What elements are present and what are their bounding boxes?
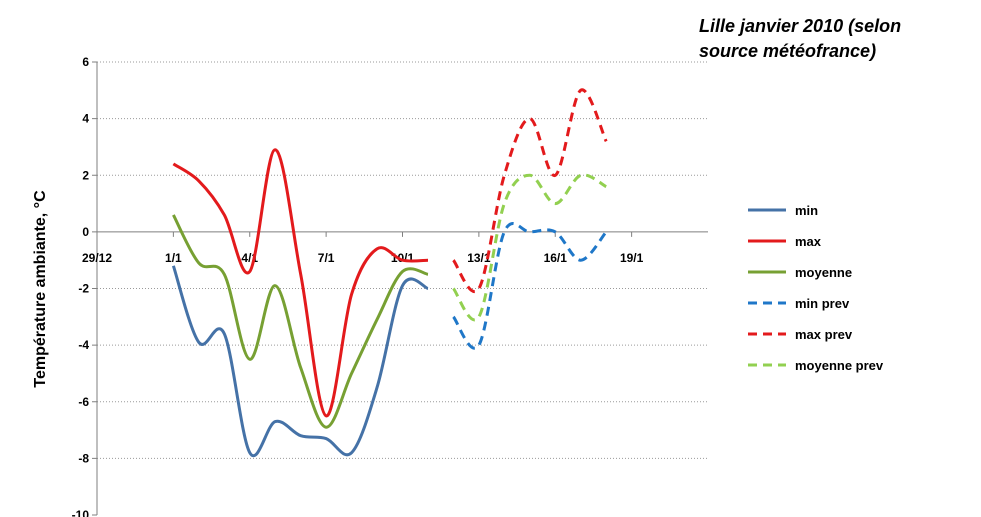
x-tick-label: 13/1	[467, 251, 491, 265]
x-tick-label: 1/1	[165, 251, 182, 265]
y-tick-label: 2	[82, 168, 89, 182]
chart-title-line-2: source météofrance)	[699, 41, 877, 61]
x-tick-label: 19/1	[620, 251, 644, 265]
legend-label-moyenne-prev: moyenne prev	[795, 358, 884, 373]
series-line-max	[172, 148, 429, 418]
y-tick-label: -4	[78, 338, 89, 352]
series-line-min-prev	[452, 222, 608, 350]
chart-title: Lille janvier 2010 (selon source météofr…	[699, 14, 969, 64]
series-line-moyenne	[172, 214, 429, 429]
series-lines	[171, 88, 608, 458]
y-tick-label: 6	[82, 55, 89, 69]
y-tick-label: 0	[82, 225, 89, 239]
x-tick-label: 29/12	[82, 251, 112, 265]
legend-label-moyenne: moyenne	[795, 265, 852, 280]
y-axis-label: Température ambiante, °C	[32, 190, 49, 388]
legend-label-max: max	[795, 234, 822, 249]
chart-title-line-1: Lille janvier 2010 (selon	[699, 16, 902, 36]
x-axis-ticks: 29/12 1/1 4/1 7/1 10/1 13/1 16/1 19/1	[82, 231, 644, 265]
series-line-max-prev	[452, 88, 608, 294]
legend: min max moyenne min prev max prev moyenne pre…	[748, 203, 884, 373]
x-tick-label: 7/1	[318, 251, 335, 265]
legend-label-min: min	[795, 203, 818, 218]
x-tick-label: 16/1	[544, 251, 568, 265]
legend-label-min-prev: min prev	[795, 296, 850, 311]
y-tick-label: -10	[72, 508, 90, 517]
y-tick-label: -8	[78, 451, 89, 465]
y-tick-label: -6	[78, 395, 89, 409]
legend-label-max-prev: max prev	[795, 327, 853, 342]
y-tick-label: -2	[78, 282, 89, 296]
x-tick-label: 10/1	[391, 251, 415, 265]
series-line-moyenne-prev	[452, 173, 607, 322]
y-tick-label: 4	[82, 112, 89, 126]
series-line-min	[171, 265, 429, 458]
y-axis-ticks: -10 -8 -6 -4 -2 0 2 4 6	[72, 55, 97, 517]
